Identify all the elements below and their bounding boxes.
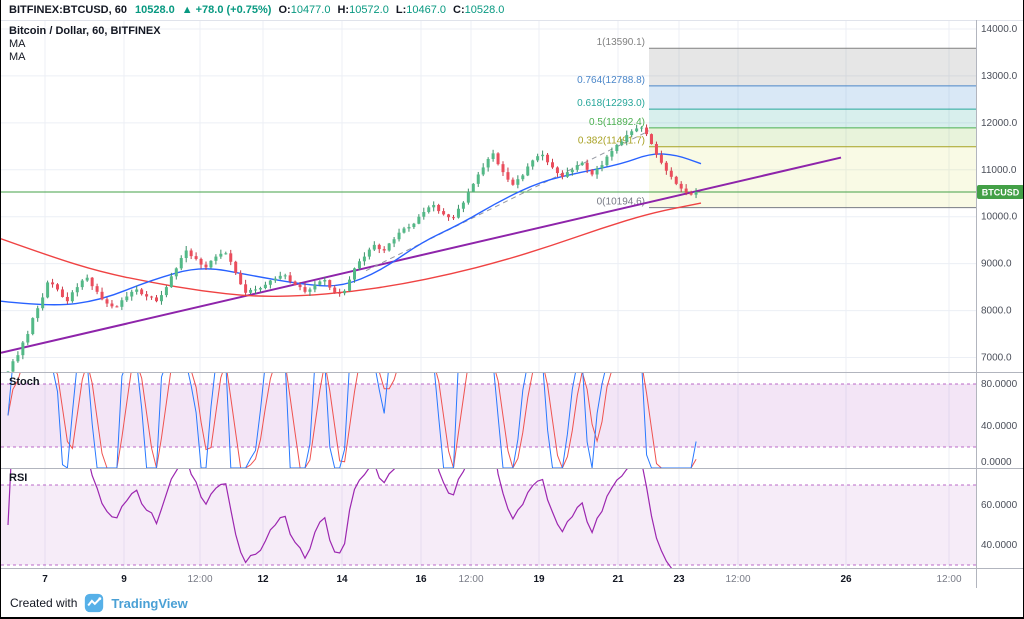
tradingview-brand-link[interactable]: TradingView bbox=[111, 595, 188, 611]
stoch-pane-label[interactable]: Stoch bbox=[9, 376, 40, 388]
time-axis-label: 21 bbox=[612, 574, 624, 585]
time-axis-label: 12:00 bbox=[187, 574, 212, 585]
moving-average-lines bbox=[1, 153, 702, 306]
tradingview-logo-icon[interactable] bbox=[84, 593, 104, 613]
open-value: 10477.0 bbox=[290, 4, 331, 16]
ohlc-low: L:10467.0 bbox=[396, 4, 446, 16]
ma-indicator-label-2[interactable]: MA bbox=[9, 51, 26, 63]
time-axis[interactable]: 7 9 12:00 12 14 16 12:00 19 21 23 12:00 26 12:00 bbox=[42, 574, 962, 585]
rsi-axis-label: 60.0000 bbox=[981, 500, 1018, 511]
ohlc-high: H:10572.0 bbox=[337, 4, 388, 16]
fib-level-label: 0(10194.6) bbox=[597, 197, 645, 208]
fib-level-label: 1(13590.1) bbox=[597, 37, 645, 48]
stoch-axis-label: 80.0000 bbox=[981, 379, 1018, 390]
time-axis-label: 16 bbox=[415, 574, 427, 585]
direction-up-arrow-icon: ▲ bbox=[181, 4, 193, 16]
chart-canvas[interactable]: 1(13590.1) 0.764(12788.8) 0.618(12293.0) 0.… bbox=[1, 0, 1024, 588]
low-value: 10467.0 bbox=[406, 4, 446, 16]
pane-borders bbox=[1, 20, 1023, 588]
price-axis-label: 10000.0 bbox=[981, 212, 1018, 223]
time-axis-label: 26 bbox=[840, 574, 852, 585]
stoch-axis-label: 0.0000 bbox=[981, 457, 1012, 468]
high-label: H: bbox=[337, 4, 350, 16]
candlesticks bbox=[6, 124, 698, 372]
rsi-pane-label[interactable]: RSI bbox=[9, 472, 28, 484]
time-axis-label: 23 bbox=[673, 574, 685, 585]
footer-watermark: Created with TradingView bbox=[1, 589, 1023, 617]
close-value: 10528.0 bbox=[464, 4, 505, 16]
time-axis-label: 19 bbox=[533, 574, 545, 585]
ohlc-open: O:10477.0 bbox=[278, 4, 330, 16]
symbol-title[interactable]: BITFINEX:BTCUSD, 60 bbox=[9, 4, 127, 16]
fib-level-label: 0.618(12293.0) bbox=[577, 98, 645, 109]
high-value: 10572.0 bbox=[349, 4, 389, 16]
rsi-axis-label: 40.0000 bbox=[981, 540, 1018, 551]
chart-title[interactable]: Bitcoin / Dollar, 60, BITFINEX bbox=[9, 25, 161, 37]
rsi-pane bbox=[1, 469, 976, 568]
main-pane-legend: Bitcoin / Dollar, 60, BITFINEX MA MA bbox=[9, 25, 161, 64]
price-axis-label: 13000.0 bbox=[981, 71, 1018, 82]
open-label: O: bbox=[278, 4, 291, 16]
price-change: +78.0 (+0.75%) bbox=[195, 4, 272, 16]
price-axis-label: 7000.0 bbox=[981, 353, 1012, 364]
price-axis-label: 14000.0 bbox=[981, 24, 1018, 35]
last-price: 10528.0 bbox=[134, 4, 175, 16]
ohlc-close: C:10528.0 bbox=[453, 4, 504, 16]
close-label: C: bbox=[453, 4, 465, 16]
time-axis-label: 12 bbox=[257, 574, 269, 585]
chart-drawings bbox=[1, 130, 976, 354]
time-axis-label: 9 bbox=[121, 574, 127, 585]
time-axis-label: 14 bbox=[336, 574, 348, 585]
chart-header: BITFINEX:BTCUSD, 60 10528.0 ▲ +78.0 (+0.… bbox=[1, 0, 1023, 20]
symbol-price-label-text: BTCUSD bbox=[982, 187, 1020, 197]
price-axis-label: 8000.0 bbox=[981, 306, 1012, 317]
price-axis-label: 12000.0 bbox=[981, 118, 1018, 129]
time-axis-label: 12:00 bbox=[458, 574, 483, 585]
price-axis[interactable]: 7000.0 8000.0 9000.0 10000.0 11000.0 12000.0 1… bbox=[977, 24, 1024, 551]
fib-level-label: 0.5(11892.4) bbox=[589, 117, 645, 128]
low-label: L: bbox=[395, 4, 407, 16]
time-axis-label: 12:00 bbox=[936, 574, 961, 585]
price-axis-label: 11000.0 bbox=[981, 165, 1017, 176]
ma-indicator-label-1[interactable]: MA bbox=[9, 38, 26, 50]
time-axis-label: 7 bbox=[42, 574, 48, 585]
fib-retracement-bands: 1(13590.1) 0.764(12788.8) 0.618(12293.0) 0.… bbox=[577, 37, 976, 209]
price-axis-label: 9000.0 bbox=[981, 259, 1012, 270]
stoch-axis-label: 40.0000 bbox=[981, 421, 1018, 432]
stochastic-pane bbox=[1, 373, 976, 468]
symbol-price-label bbox=[977, 184, 1023, 199]
fib-level-label: 0.764(12788.8) bbox=[577, 75, 645, 86]
time-axis-label: 12:00 bbox=[725, 574, 750, 585]
created-with-text: Created with bbox=[10, 596, 78, 610]
fib-level-label: 0.382(11491.7) bbox=[578, 136, 645, 147]
